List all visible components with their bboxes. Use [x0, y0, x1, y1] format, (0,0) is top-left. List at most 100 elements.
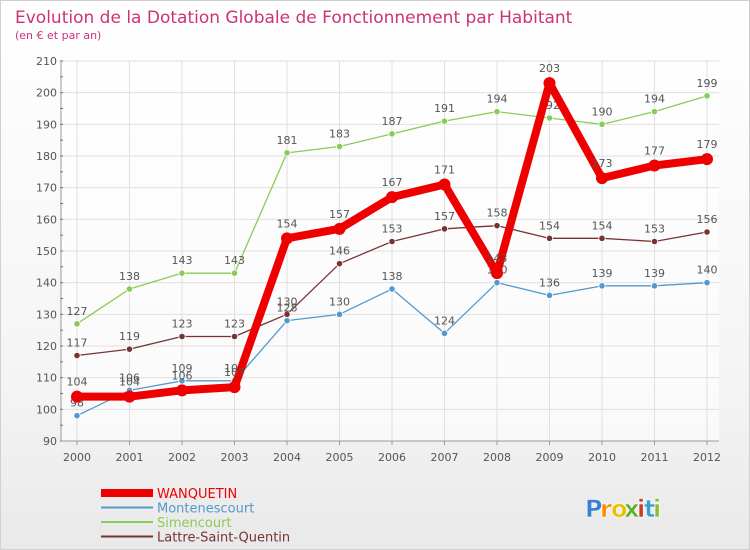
x-tick-label: 2006	[378, 451, 406, 464]
data-point	[283, 149, 291, 157]
data-label: 154	[539, 219, 560, 232]
data-label: 143	[487, 252, 508, 265]
data-label: 156	[697, 213, 718, 226]
data-point	[598, 282, 606, 290]
legend-item: Montenescourt	[101, 502, 254, 517]
data-label: 107	[224, 366, 245, 379]
data-label: 104	[67, 376, 88, 389]
data-label: 167	[382, 176, 403, 189]
data-point	[543, 77, 556, 90]
legend-label: Simencourt	[157, 516, 232, 531]
data-label: 139	[592, 267, 613, 280]
data-label: 109	[172, 362, 193, 375]
data-point	[71, 390, 83, 403]
y-tick-label: 190	[36, 118, 57, 131]
data-point	[440, 329, 449, 337]
data-point	[440, 117, 449, 125]
legend-item: WANQUETIN	[101, 487, 237, 502]
y-tick-label: 140	[36, 277, 57, 290]
data-point	[648, 159, 661, 172]
legend-label: Montenescourt	[157, 502, 254, 517]
data-point	[335, 142, 344, 151]
data-label: 136	[539, 276, 560, 289]
data-label: 177	[644, 145, 665, 158]
data-label: 179	[697, 138, 718, 151]
data-label: 124	[434, 314, 455, 327]
data-label: 153	[382, 223, 403, 236]
data-point	[281, 232, 293, 245]
data-label: 119	[119, 330, 140, 343]
y-tick-label: 150	[36, 245, 57, 258]
data-point	[598, 120, 606, 128]
data-label: 106	[172, 369, 193, 382]
data-point	[73, 351, 81, 360]
data-point	[438, 178, 451, 191]
chart-title: Evolution de la Dotation Globale de Fonc…	[15, 8, 573, 28]
logo-letter: t	[644, 495, 655, 523]
data-point	[73, 320, 81, 328]
data-label: 154	[277, 217, 298, 230]
x-tick-label: 2004	[273, 451, 301, 464]
data-point	[230, 332, 239, 341]
y-tick-label: 130	[36, 308, 57, 321]
y-tick-label: 210	[36, 55, 57, 68]
logo-letter: i	[637, 495, 645, 523]
data-label: 117	[67, 337, 88, 350]
data-point	[545, 234, 554, 242]
data-label: 181	[277, 134, 298, 147]
data-point	[73, 412, 81, 420]
data-point	[493, 222, 501, 230]
axes: 90 100 110 120 130 140 150 160 170 180 190 200 210 20…	[36, 55, 721, 464]
x-tick-label: 2002	[168, 451, 196, 464]
x-tick-label: 2007	[431, 451, 459, 464]
data-label: 183	[329, 128, 350, 141]
data-label: 187	[382, 115, 403, 128]
data-point	[125, 285, 134, 293]
data-point	[178, 332, 186, 341]
logo-letter: P	[585, 495, 603, 523]
x-tick-label: 2012	[693, 451, 721, 464]
legend-item: Simencourt	[101, 516, 232, 531]
data-point	[703, 228, 711, 236]
data-label: 194	[644, 93, 665, 106]
y-tick-label: 110	[36, 372, 57, 385]
data-label: 190	[592, 105, 613, 118]
data-label: 130	[277, 295, 298, 308]
data-point	[176, 384, 188, 397]
data-label: 153	[644, 223, 665, 236]
legend-label: WANQUETIN	[157, 487, 237, 502]
y-tick-label: 100	[36, 403, 57, 416]
data-point	[491, 267, 503, 280]
data-point	[650, 237, 659, 246]
data-label: 143	[172, 254, 193, 267]
data-point	[335, 260, 344, 268]
x-tick-label: 2010	[588, 451, 616, 464]
data-label: 154	[592, 219, 613, 232]
chart-subtitle: (en € et par an)	[15, 29, 101, 42]
data-label: 139	[644, 267, 665, 280]
legend-item: Lattre-Saint-Quentin	[101, 531, 290, 546]
data-label: 157	[329, 208, 350, 221]
data-point	[228, 381, 241, 394]
x-tick-label: 2008	[483, 451, 511, 464]
data-label: 143	[224, 254, 245, 267]
logo-letter: o	[611, 495, 628, 523]
data-label: 199	[697, 77, 718, 90]
data-point	[388, 285, 396, 293]
data-point	[123, 390, 136, 403]
x-tick-label: 2011	[641, 451, 669, 464]
data-point	[178, 377, 186, 385]
legend: WANQUETINMontenescourtSimencourtLattre-S…	[101, 487, 290, 546]
data-point	[703, 279, 711, 287]
data-point	[386, 191, 398, 204]
legend-label: Lattre-Saint-Quentin	[157, 531, 290, 546]
grid	[61, 60, 719, 442]
data-label: 140	[697, 264, 718, 277]
data-point	[388, 237, 396, 246]
x-tick-label: 2009	[536, 451, 564, 464]
data-label: 123	[172, 318, 193, 331]
